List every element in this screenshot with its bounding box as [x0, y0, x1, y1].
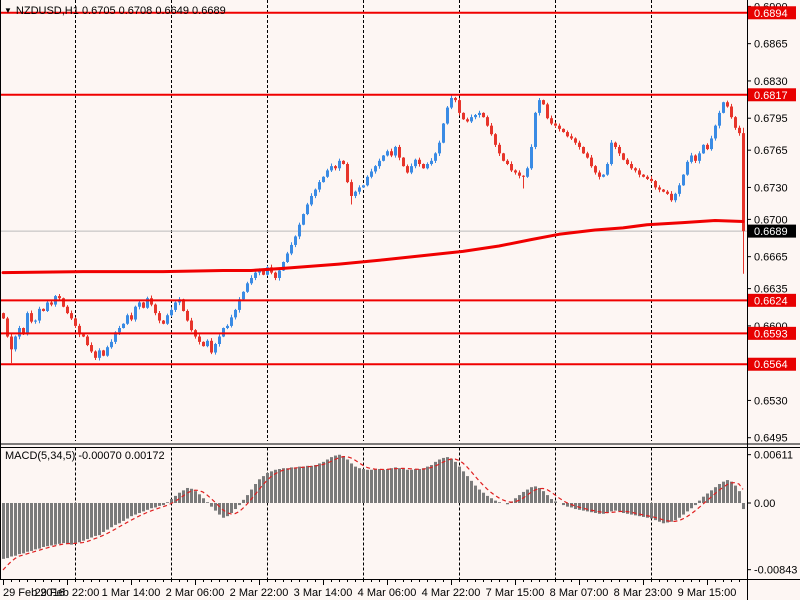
time-axis-label: 7 Mar 15:00 [486, 587, 545, 599]
time-axis-label: 2 Mar 22:00 [230, 587, 289, 599]
price-axis-label: 0.6635 [754, 284, 788, 296]
price-axis-label: 0.6495 [754, 433, 788, 445]
price-badge-label: 0.6689 [754, 226, 788, 238]
level-price-badge [748, 357, 796, 371]
price-axis-label: 0.6700 [754, 214, 788, 226]
level-price-badge [748, 326, 796, 340]
time-axis-label: 29 Feb 22:00 [35, 587, 100, 599]
time-axis-label: 9 Mar 15:00 [678, 587, 737, 599]
price-axis-label: 0.6730 [754, 182, 788, 194]
time-axis-label: 8 Mar 07:00 [550, 587, 609, 599]
symbol-dropdown-icon[interactable]: ▼ [4, 6, 12, 15]
macd-histogram [2, 454, 745, 559]
time-axis-label: 29 Feb 2016 [3, 587, 65, 599]
price-axis-label: 0.6865 [754, 39, 788, 51]
macd-axis[interactable]: 0.00611 0.00 -0.00843 [747, 450, 797, 577]
time-axis-label: 4 Mar 06:00 [358, 587, 417, 599]
price-badge-label: 0.6593 [754, 328, 788, 340]
time-axis-label: 1 Mar 14:00 [102, 587, 161, 599]
level-lines [0, 11, 747, 366]
chart-ohlc-values: 0.6705 0.6708 0.6649 0.6689 [81, 5, 226, 17]
time-axis-label: 8 Mar 23:00 [614, 587, 673, 599]
chart-symbol-timeframe: NZDUSD,H1 [15, 5, 79, 17]
macd-signal-line [2, 456, 744, 571]
price-badge-label: 0.6894 [754, 8, 788, 20]
price-badge-label: 0.6564 [754, 359, 788, 371]
price-axis-label: 0.6530 [754, 395, 788, 407]
time-axis-label: 3 Mar 14:00 [294, 587, 353, 599]
time-axis-label: 2 Mar 06:00 [166, 587, 225, 599]
level-price-badge [748, 6, 796, 20]
candlesticks [2, 95, 745, 364]
macd-axis-label: 0.00611 [754, 450, 793, 462]
price-axis-label: 0.6665 [754, 252, 788, 264]
level-price-badge [748, 293, 796, 307]
price-axis-label: 0.6830 [754, 76, 788, 88]
price-badge-label: 0.6817 [754, 90, 788, 102]
grid-lines [75, 0, 652, 580]
price-axis-label: 0.6795 [754, 113, 788, 125]
price-axis[interactable]: 0.69000.68940.68650.68300.68170.67950.67… [747, 1, 796, 445]
chart-title: ▼ NZDUSD,H1 0.6705 0.6708 0.6649 0.6689 [4, 4, 226, 31]
time-axis-label: 4 Mar 22:00 [422, 587, 481, 599]
moving-average-line [1, 218, 745, 275]
price-axis-label: 0.6765 [754, 145, 788, 157]
macd-indicator-label: MACD(5,34,5) -0.00070 0.00172 [5, 450, 165, 462]
macd-axis-label: -0.00843 [754, 565, 797, 577]
level-price-badge [748, 88, 796, 102]
current-price-badge [748, 224, 796, 238]
price-badge-label: 0.6624 [754, 295, 788, 307]
macd-axis-label: 0.00 [754, 498, 775, 510]
